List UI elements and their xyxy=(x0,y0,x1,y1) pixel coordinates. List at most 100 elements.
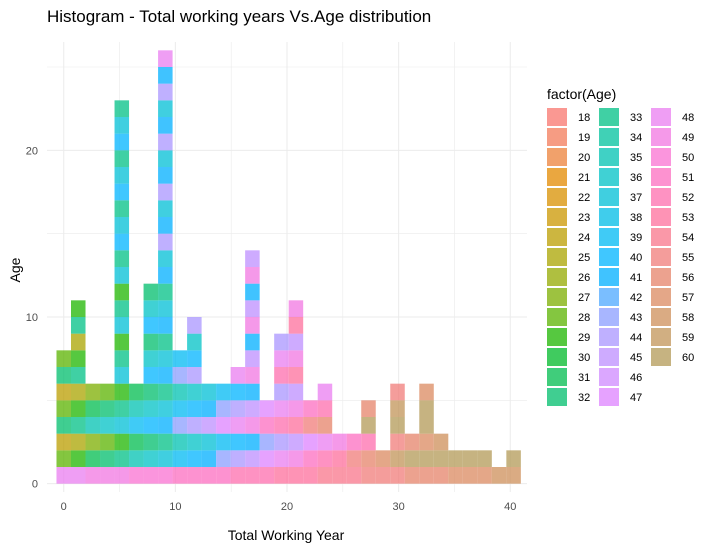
x-tick-label: 30 xyxy=(393,501,405,513)
bar-segment xyxy=(361,450,376,467)
bar-segment xyxy=(143,300,159,317)
bar-segment xyxy=(114,467,130,484)
bar-segment xyxy=(71,367,86,384)
x-tick-label: 0 xyxy=(61,501,67,513)
bar-segment xyxy=(274,367,289,384)
legend-label: 54 xyxy=(682,232,694,244)
legend-swatch xyxy=(651,348,671,366)
bar-segment xyxy=(158,217,173,234)
bar-segment xyxy=(274,417,289,434)
bar-segment xyxy=(114,100,130,117)
bar-segment xyxy=(245,333,260,351)
legend-label: 40 xyxy=(630,252,642,264)
bar-segment xyxy=(100,383,115,401)
legend-swatch xyxy=(599,248,619,266)
legend-label: 50 xyxy=(682,152,694,164)
bar-segment xyxy=(419,400,434,417)
bar-segment xyxy=(187,333,202,351)
bar-segment xyxy=(158,383,173,401)
legend-swatch xyxy=(651,328,671,346)
bar-segment xyxy=(245,317,260,334)
bar-segment xyxy=(172,467,188,484)
legend-swatch xyxy=(599,228,619,246)
bar-segment xyxy=(375,450,391,467)
bar-segment xyxy=(71,317,86,334)
bar-segment xyxy=(114,233,130,251)
legend-swatch xyxy=(547,108,567,126)
bar-segment xyxy=(433,433,449,451)
bar-segment xyxy=(172,400,188,417)
legend-swatch xyxy=(651,108,671,126)
legend-label: 60 xyxy=(682,352,694,364)
legend-label: 55 xyxy=(682,252,694,264)
bar-segment xyxy=(158,350,173,367)
x-axis-label: Total Working Year xyxy=(228,527,345,543)
legend-swatch xyxy=(651,248,671,266)
bar-segment xyxy=(56,400,71,417)
bar-segment xyxy=(158,450,173,467)
bar-segment xyxy=(201,417,217,434)
bar-segment xyxy=(390,400,405,417)
bar-segment xyxy=(114,250,130,267)
bar-segment xyxy=(85,400,101,417)
bar-segment xyxy=(158,100,173,117)
bar-segment xyxy=(332,467,347,484)
bar-segment xyxy=(114,400,130,417)
bar-segment xyxy=(129,467,144,484)
bar-segment xyxy=(85,467,101,484)
bar-segment xyxy=(216,467,231,484)
bar-segment xyxy=(100,433,115,451)
x-tick-label: 20 xyxy=(281,501,293,513)
bar-segment xyxy=(303,467,318,484)
legend-swatch xyxy=(547,228,567,246)
bar-segment xyxy=(288,300,304,317)
legend-label: 35 xyxy=(630,152,642,164)
bar-segment xyxy=(274,333,289,351)
legend-label: 30 xyxy=(578,352,590,364)
bar-segment xyxy=(259,433,275,451)
bar-segment xyxy=(230,450,246,467)
legend-swatch xyxy=(599,328,619,346)
bar-segment xyxy=(390,467,405,484)
bar-segment xyxy=(201,400,217,417)
legend-swatch xyxy=(651,188,671,206)
bar-segment xyxy=(143,417,159,434)
bar-segment xyxy=(230,383,246,401)
bar-segment xyxy=(187,433,202,451)
bar-segment xyxy=(129,400,144,417)
bar-segment xyxy=(288,367,304,384)
legend-label: 38 xyxy=(630,212,642,224)
bar-segment xyxy=(332,433,347,451)
bar-segment xyxy=(419,417,434,434)
bar-segment xyxy=(56,450,71,467)
bar-segment xyxy=(158,233,173,251)
bar-segment xyxy=(506,450,521,467)
bar-segment xyxy=(85,383,101,401)
bar-segment xyxy=(143,450,159,467)
bar-segment xyxy=(361,433,376,451)
legend-swatch xyxy=(599,348,619,366)
bar-segment xyxy=(317,433,333,451)
bar-segment xyxy=(274,450,289,467)
legend-swatch xyxy=(651,308,671,326)
bar-segment xyxy=(143,317,159,334)
bar-segment xyxy=(288,433,304,451)
bar-segment xyxy=(230,467,246,484)
bar-segment xyxy=(114,367,130,384)
bar-segment xyxy=(100,400,115,417)
bar-segment xyxy=(158,267,173,284)
legend-label: 34 xyxy=(630,132,642,144)
y-tick-label: 10 xyxy=(26,312,38,324)
legend-swatch xyxy=(599,188,619,206)
bar-segment xyxy=(100,467,115,484)
bar-segment xyxy=(245,400,260,417)
bar-segment xyxy=(129,433,144,451)
bar-segment xyxy=(506,467,521,484)
bar-segment xyxy=(245,383,260,401)
legend-swatch xyxy=(547,128,567,146)
bar-segment xyxy=(129,450,144,467)
bar-segment xyxy=(56,367,71,384)
bar-segment xyxy=(317,467,333,484)
bar-segment xyxy=(317,417,333,434)
bar-segment xyxy=(114,383,130,401)
